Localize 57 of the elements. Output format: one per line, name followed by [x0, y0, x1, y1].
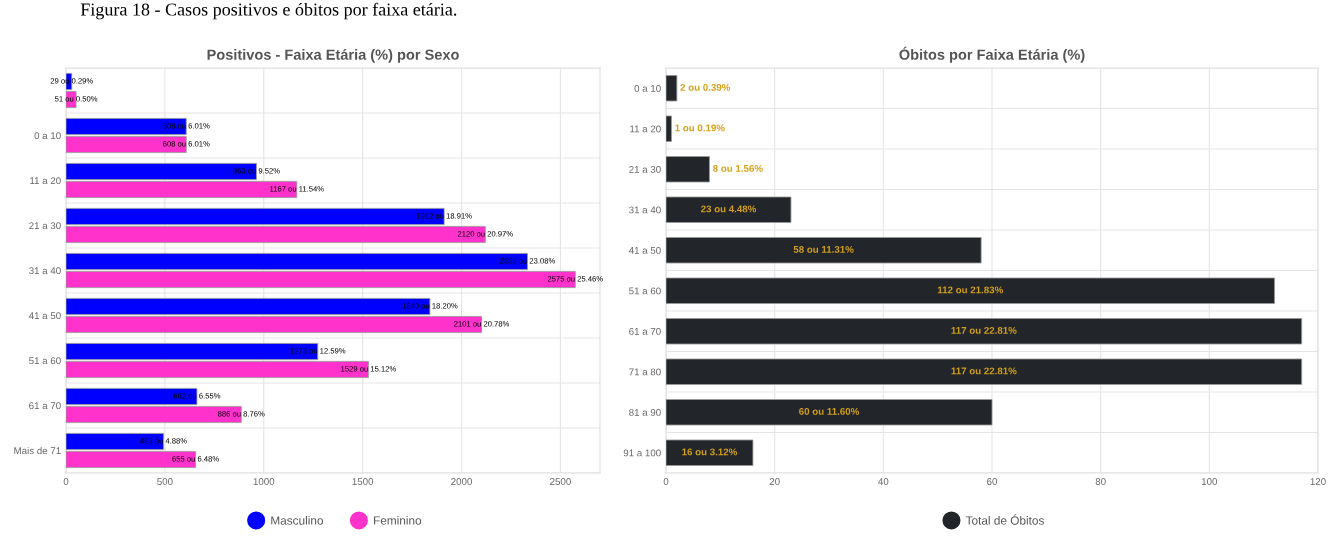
y-tick-label: 0 a 10	[634, 84, 661, 92]
y-tick-label: Mais de 71	[14, 446, 61, 455]
chart-title: Positivos - Faixa Etária (%) por Sexo	[207, 48, 459, 63]
y-tick-label: 41 a 50	[628, 246, 661, 254]
bar	[666, 399, 993, 426]
data-label: 60 ou 11.60%	[799, 407, 860, 415]
legend-label: Total de Óbitos	[965, 514, 1044, 525]
legend-label: Feminino	[374, 516, 422, 525]
bar	[666, 196, 792, 223]
x-tick-label: 20	[769, 478, 780, 485]
x-tick-label: 120	[1310, 478, 1326, 485]
bar	[666, 156, 710, 183]
y-tick-label: 71 a 80	[629, 368, 661, 376]
x-tick-label: 2000	[451, 478, 472, 485]
x-tick-label: 0	[63, 478, 69, 485]
y-tick-label: 41 a 50	[28, 312, 61, 320]
y-tick-label: 21 a 30	[29, 222, 61, 230]
data-label: 8 ou 1.56%	[713, 164, 763, 172]
y-tick-label: 61 a 70	[629, 327, 661, 335]
bar	[666, 277, 1275, 304]
y-tick-label: 81 a 90	[629, 408, 661, 416]
x-tick-label: 80	[1095, 478, 1106, 485]
bar	[666, 358, 1303, 385]
y-tick-label: 11 a 20	[630, 125, 661, 133]
bar	[666, 439, 754, 466]
x-tick-label: 40	[878, 478, 889, 485]
x-tick-label: 1500	[352, 478, 374, 485]
data-label: 2 ou 0.39%	[680, 83, 731, 91]
data-label: 112 ou 21.83%	[937, 286, 1003, 294]
x-tick-label: 100	[1201, 478, 1218, 485]
x-tick-label: 1000	[253, 478, 275, 485]
y-tick-label: 0 a 10	[34, 132, 61, 140]
bar	[666, 115, 672, 142]
data-label: 58 ou 11.31%	[793, 245, 854, 253]
x-tick-label: 0	[663, 478, 669, 485]
x-tick-label: 500	[157, 478, 173, 485]
x-tick-label: 60	[987, 478, 998, 485]
bar	[666, 318, 1303, 345]
bar	[666, 237, 982, 264]
data-label: 23 ou 4.48%	[700, 205, 757, 213]
data-label: 117 ou 22.81%	[951, 367, 1017, 375]
data-label: 16 ou 3.12%	[682, 448, 738, 456]
y-tick-label: 11 a 20	[30, 177, 61, 185]
data-label: 117 ou 22.81%	[951, 326, 1017, 334]
x-tick-label: 2500	[550, 478, 571, 485]
y-tick-label: 21 a 30	[629, 165, 661, 173]
y-tick-label: 31 a 40	[629, 206, 661, 214]
y-tick-label: 51 a 60	[29, 357, 61, 365]
chart-title: Óbitos por Faixa Etária (%)	[899, 46, 1085, 63]
data-label: 1 ou 0.19%	[675, 124, 725, 132]
text: Figura 18 - Casos positivos e óbitos por faixa etária.	[80, 2, 457, 20]
y-tick-label: 61 a 70	[29, 402, 61, 410]
y-tick-label: 31 a 40	[29, 267, 61, 275]
legend-label: Masculino	[271, 516, 323, 525]
y-tick-label: 91 a 100	[623, 449, 661, 457]
bar	[666, 75, 678, 102]
y-tick-label: 51 a 60	[629, 287, 661, 295]
